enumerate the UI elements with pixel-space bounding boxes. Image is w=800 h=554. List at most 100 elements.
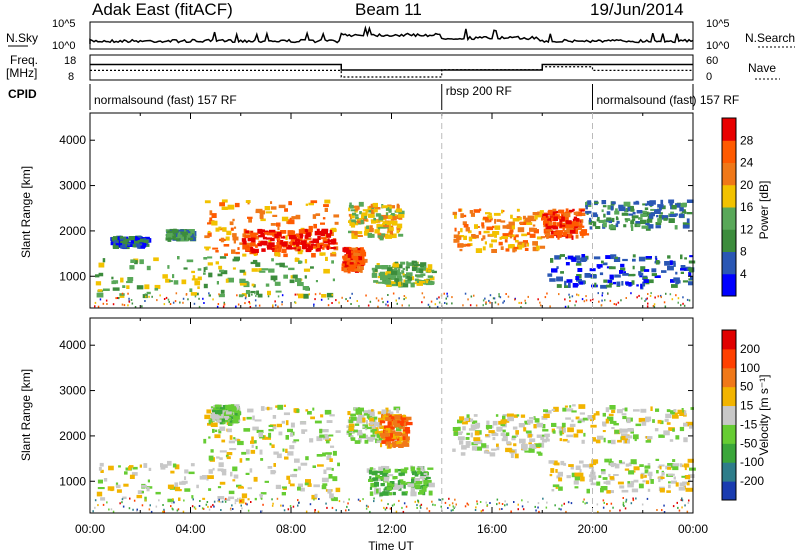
data-cell xyxy=(619,461,625,465)
data-cell xyxy=(579,231,586,236)
data-cell xyxy=(647,436,653,440)
data-cell xyxy=(363,212,367,216)
data-cell xyxy=(624,218,630,221)
data-cell xyxy=(210,414,216,418)
noise-cell xyxy=(558,507,560,510)
noise-cell xyxy=(527,501,529,503)
noise-cell xyxy=(230,507,232,510)
noise-cell xyxy=(513,501,515,503)
data-cell xyxy=(229,221,234,226)
data-cell xyxy=(276,242,283,246)
noise-cell xyxy=(170,505,172,508)
data-cell xyxy=(255,208,263,212)
data-cell xyxy=(660,199,664,205)
data-cell xyxy=(667,466,672,470)
data-cell xyxy=(493,212,501,216)
noise-cell xyxy=(367,505,369,508)
noise-cell xyxy=(653,305,656,308)
data-cell xyxy=(379,225,386,229)
noise-cell xyxy=(520,301,523,304)
data-cell xyxy=(131,472,138,476)
data-cell xyxy=(463,224,469,228)
data-cell xyxy=(272,245,278,249)
data-cell xyxy=(344,257,347,261)
data-cell xyxy=(250,234,257,239)
data-cell xyxy=(388,443,391,448)
noise-cell xyxy=(365,504,368,507)
data-cell xyxy=(386,212,389,216)
noise-cell xyxy=(392,292,395,295)
noise-cell xyxy=(646,297,648,300)
data-cell xyxy=(484,217,489,221)
data-cell xyxy=(305,248,312,253)
data-cell xyxy=(384,430,388,433)
data-cell xyxy=(578,223,583,227)
noise-cell xyxy=(194,507,197,510)
data-cell xyxy=(192,275,196,280)
data-cell xyxy=(220,237,225,243)
data-cell xyxy=(390,430,396,434)
noise-cell xyxy=(453,506,455,509)
data-cell xyxy=(276,222,281,227)
data-cell xyxy=(688,281,693,286)
data-cell xyxy=(397,281,402,287)
data-cell xyxy=(144,284,150,290)
data-cell xyxy=(331,497,338,502)
noise-cell xyxy=(198,505,201,507)
data-cell xyxy=(528,447,535,453)
data-cell xyxy=(602,477,608,480)
noise-cell xyxy=(625,500,627,503)
data-cell xyxy=(589,226,593,230)
noise-cell xyxy=(522,508,525,511)
data-cell xyxy=(646,200,651,206)
data-cell xyxy=(252,415,255,421)
noise-cell xyxy=(455,503,457,506)
data-cell xyxy=(352,247,358,253)
data-cell xyxy=(221,206,228,210)
data-cell xyxy=(501,209,504,214)
noise-cell xyxy=(451,296,453,299)
data-cell xyxy=(551,268,558,273)
data-cell xyxy=(297,248,301,252)
data-cell xyxy=(208,419,211,425)
noise-cell xyxy=(240,504,242,507)
data-cell xyxy=(160,463,164,468)
data-cell xyxy=(532,246,539,252)
data-cell xyxy=(502,429,506,433)
data-cell xyxy=(283,253,288,258)
noise-cell xyxy=(122,505,125,508)
data-cell xyxy=(532,224,536,227)
noise-cell xyxy=(520,306,522,308)
data-cell xyxy=(342,247,350,252)
noise-cell xyxy=(117,297,119,299)
data-cell xyxy=(369,479,373,482)
data-cell xyxy=(142,240,149,244)
data-cell xyxy=(354,440,361,444)
data-cell xyxy=(292,241,296,245)
data-cell xyxy=(305,479,311,484)
data-cell xyxy=(355,216,359,220)
data-cell xyxy=(354,250,360,253)
data-cell xyxy=(379,420,386,424)
data-cell xyxy=(642,480,646,483)
data-cell xyxy=(551,211,555,216)
data-cell xyxy=(621,435,628,441)
data-cell xyxy=(218,293,225,298)
data-cell xyxy=(601,209,604,213)
noise-cell xyxy=(554,504,556,507)
data-cell xyxy=(645,416,652,422)
data-cell xyxy=(616,220,620,224)
data-cell xyxy=(317,235,321,240)
y-tick-label: 4000 xyxy=(59,338,86,352)
data-cell xyxy=(645,419,650,423)
noise-cell xyxy=(672,505,675,508)
data-cell xyxy=(165,237,170,241)
noise-cell xyxy=(584,502,586,505)
data-cell xyxy=(356,265,360,271)
data-cell xyxy=(194,280,201,286)
noise-cell xyxy=(398,297,400,300)
data-cell xyxy=(399,426,406,429)
noise-cell xyxy=(94,499,97,502)
noise-cell xyxy=(401,506,403,509)
noise-cell xyxy=(498,502,501,505)
